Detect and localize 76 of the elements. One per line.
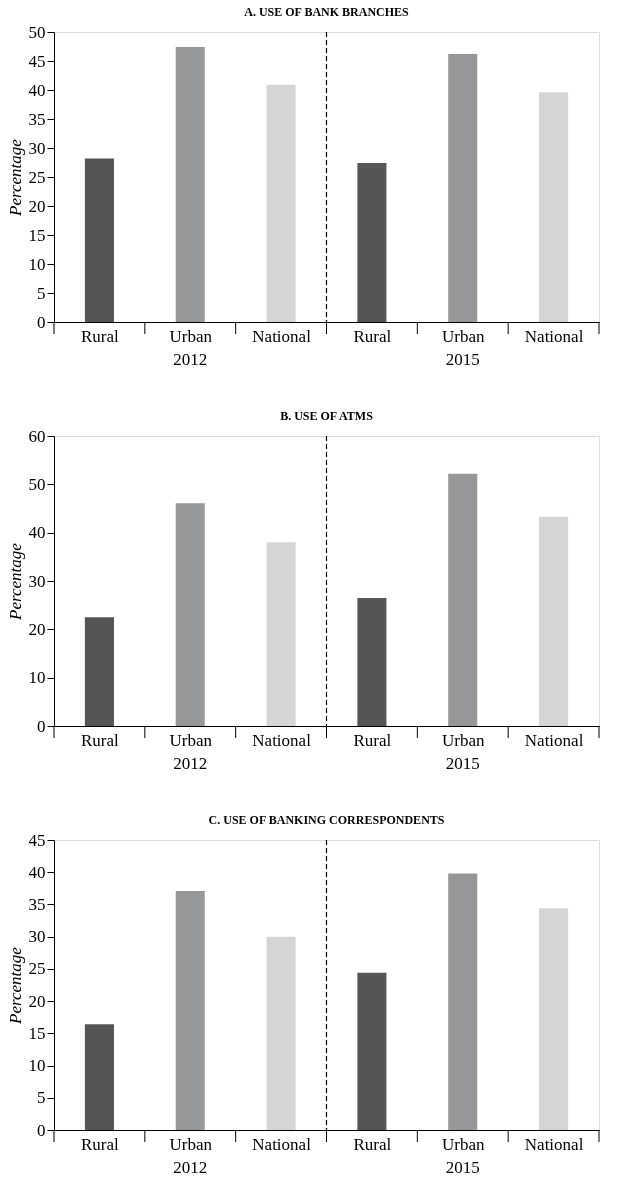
text: 2015 (445, 350, 480, 369)
chart-title: A. USE OF BANK BRANCHES (244, 5, 410, 19)
bar (539, 516, 569, 726)
y-tick-label: 0 (37, 716, 46, 736)
bar (84, 1024, 114, 1130)
bar (357, 972, 387, 1130)
x-tick-label: Rural (81, 326, 120, 346)
y-tick-label: 40 (28, 523, 46, 543)
y-tick-label: 5 (37, 1088, 46, 1108)
x-tick-label: Urban (442, 326, 485, 346)
text: 2012 (173, 754, 208, 773)
y-tick-label: 20 (28, 619, 46, 639)
y-tick-label: 60 (28, 426, 46, 446)
bar (539, 92, 569, 322)
x-tick-label: Urban (169, 326, 213, 346)
bar (357, 163, 387, 322)
y-tick-label: 10 (28, 254, 46, 274)
bar (266, 84, 296, 322)
x-tick-label: Rural (353, 326, 392, 346)
text: 2015 (445, 1158, 480, 1177)
x-tick-label: Rural (353, 730, 392, 750)
y-axis-title: Percentage (5, 138, 25, 217)
bar (357, 597, 387, 726)
x-tick-label: Rural (81, 730, 120, 750)
y-tick-label: 30 (28, 138, 46, 158)
y-axis-title: Percentage (5, 946, 25, 1025)
bar (266, 542, 296, 726)
y-tick-label: 30 (28, 927, 46, 947)
y-tick-label: 45 (28, 830, 46, 850)
x-tick-label: Rural (81, 1134, 120, 1154)
y-tick-label: 45 (28, 51, 46, 71)
y-tick-label: 50 (28, 22, 46, 42)
y-tick-label: 40 (28, 862, 46, 882)
x-tick-label: National (524, 1134, 584, 1154)
y-tick-label: 15 (28, 225, 46, 245)
y-axis-title: Percentage (5, 542, 25, 621)
x-tick-label: Rural (353, 1134, 392, 1154)
y-tick-label: 40 (28, 80, 46, 100)
bar (448, 873, 478, 1130)
y-tick-label: 10 (28, 668, 46, 688)
y-tick-label: 50 (28, 474, 46, 494)
x-tick-label: Urban (169, 730, 213, 750)
text: 2015 (445, 754, 480, 773)
y-tick-label: 15 (28, 1023, 46, 1043)
y-tick-label: 30 (28, 571, 46, 591)
bar (266, 936, 296, 1130)
x-tick-label: National (524, 326, 584, 346)
chart-title: B. USE OF ATMS (280, 409, 374, 423)
y-tick-label: 25 (28, 167, 46, 187)
y-tick-label: 10 (28, 1056, 46, 1076)
chart-title: C. USE OF BANKING CORRESPONDENTS (208, 813, 445, 827)
x-tick-label: National (252, 326, 312, 346)
bar (175, 47, 205, 322)
y-tick-label: 0 (37, 312, 46, 332)
x-tick-label: Urban (442, 730, 485, 750)
x-tick-label: Urban (442, 1134, 485, 1154)
x-tick-label: National (252, 730, 312, 750)
bar (539, 908, 569, 1130)
y-tick-label: 20 (28, 196, 46, 216)
bar (84, 158, 114, 322)
y-tick-label: 20 (28, 991, 46, 1011)
y-tick-label: 25 (28, 959, 46, 979)
y-tick-label: 35 (28, 894, 46, 914)
text: 2012 (173, 350, 208, 369)
y-tick-label: 5 (37, 283, 46, 303)
bar (448, 54, 478, 322)
x-tick-label: Urban (169, 1134, 213, 1154)
bar (448, 473, 478, 726)
bar (84, 617, 114, 726)
x-tick-label: National (524, 730, 584, 750)
x-tick-label: National (252, 1134, 312, 1154)
y-tick-label: 35 (28, 109, 46, 129)
bar (175, 503, 205, 726)
bar (175, 890, 205, 1130)
y-tick-label: 0 (37, 1120, 46, 1140)
text: 2012 (173, 1158, 208, 1177)
